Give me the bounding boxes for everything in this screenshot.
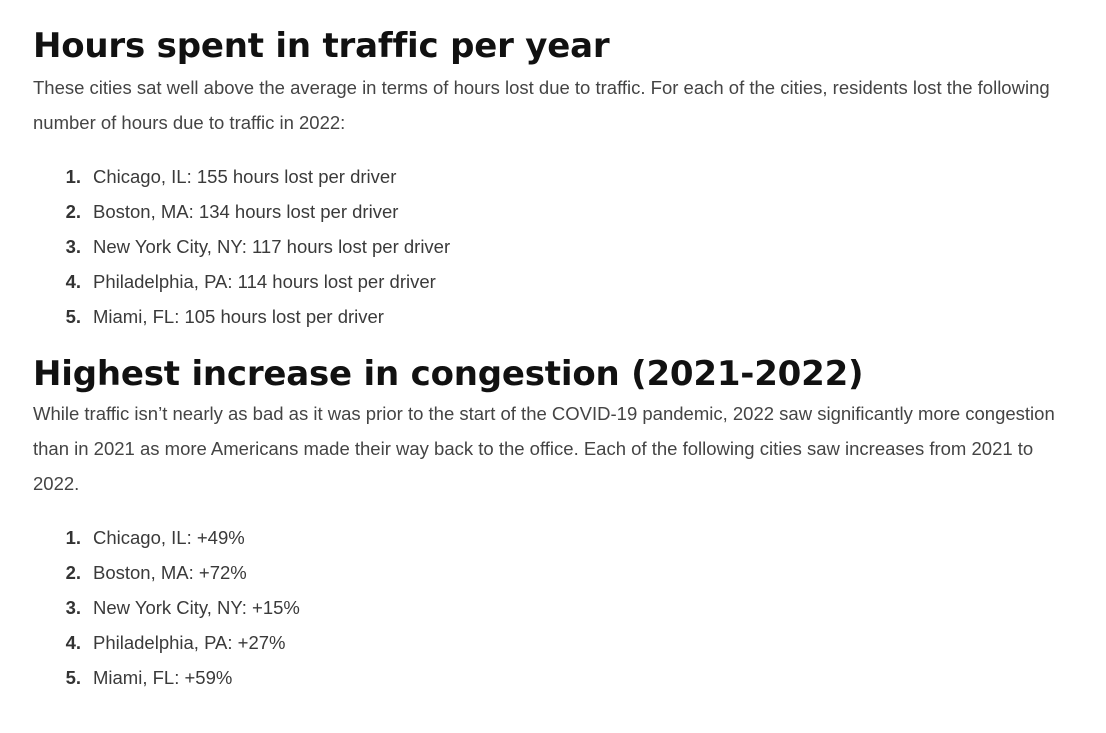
- list-item: 5. Miami, FL: +59%: [33, 660, 1073, 695]
- list-item-number: 1.: [65, 527, 81, 548]
- list-item: 3. New York City, NY: +15%: [33, 590, 1073, 625]
- list-item-text: Boston, MA: +72%: [93, 562, 247, 583]
- list-item: 1. Chicago, IL: +49%: [33, 520, 1073, 555]
- list-item-number: 2.: [65, 201, 81, 222]
- list-item-text: Chicago, IL: +49%: [93, 527, 245, 548]
- section-paragraph-hours-in-traffic: These cities sat well above the average …: [33, 77, 1050, 133]
- section-heading-congestion-increase: Highest increase in congestion (2021-202…: [33, 354, 864, 394]
- list-item-text: Chicago, IL: 155 hours lost per driver: [93, 166, 397, 187]
- list-item-number: 3.: [65, 597, 81, 618]
- list-item-number: 4.: [65, 632, 81, 653]
- list-item: 1. Chicago, IL: 155 hours lost per drive…: [33, 159, 1073, 194]
- list-item-text: Philadelphia, PA: 114 hours lost per dri…: [93, 271, 436, 292]
- list-item: 2. Boston, MA: +72%: [33, 555, 1073, 590]
- ranked-list-hours-in-traffic: 1. Chicago, IL: 155 hours lost per drive…: [33, 159, 1073, 334]
- list-item: 4. Philadelphia, PA: 114 hours lost per …: [33, 264, 1073, 299]
- list-item-text: New York City, NY: 117 hours lost per dr…: [93, 236, 451, 257]
- list-item: 2. Boston, MA: 134 hours lost per driver: [33, 194, 1073, 229]
- list-item: 3. New York City, NY: 117 hours lost per…: [33, 229, 1073, 264]
- list-item-number: 3.: [65, 236, 81, 257]
- ranked-list-congestion-increase: 1. Chicago, IL: +49% 2. Boston, MA: +72%…: [33, 520, 1073, 695]
- list-item-number: 5.: [65, 667, 81, 688]
- list-item-text: Miami, FL: +59%: [93, 667, 233, 688]
- list-item-text: Boston, MA: 134 hours lost per driver: [93, 201, 399, 222]
- list-item-text: Philadelphia, PA: +27%: [93, 632, 286, 653]
- list-item: 4. Philadelphia, PA: +27%: [33, 625, 1073, 660]
- list-item: 5. Miami, FL: 105 hours lost per driver: [33, 299, 1073, 334]
- section-paragraph-congestion-increase: While traffic isn’t nearly as bad as it …: [33, 403, 1055, 494]
- list-item-number: 1.: [65, 166, 81, 187]
- list-item-text: New York City, NY: +15%: [93, 597, 300, 618]
- section-heading-hours-in-traffic: Hours spent in traffic per year: [33, 26, 610, 66]
- list-item-text: Miami, FL: 105 hours lost per driver: [93, 306, 384, 327]
- list-item-number: 2.: [65, 562, 81, 583]
- list-item-number: 5.: [65, 306, 81, 327]
- list-item-number: 4.: [65, 271, 81, 292]
- article-content: Hours spent in traffic per year These ci…: [33, 24, 1073, 695]
